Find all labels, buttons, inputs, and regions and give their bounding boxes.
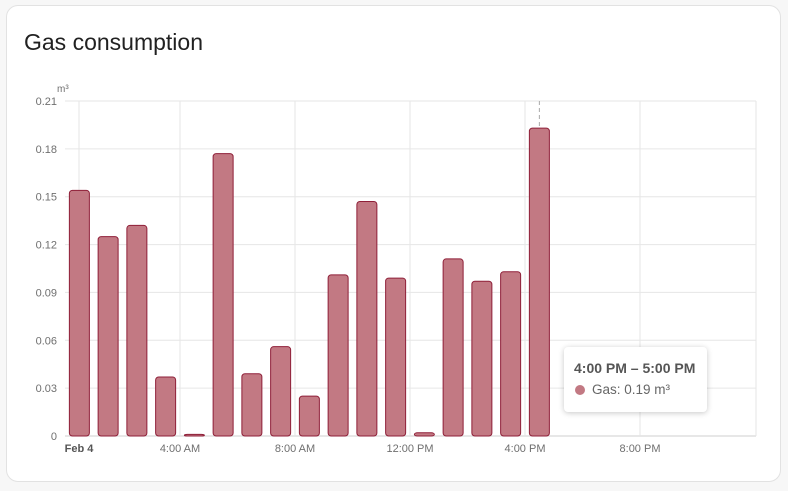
y-tick-label: 0.09 <box>36 287 57 299</box>
y-tick-label: 0 <box>51 431 57 443</box>
bar-gas-hour-0 <box>68 189 90 437</box>
tooltip-title: 4:00 PM – 5:00 PM <box>574 360 696 376</box>
x-tick-label: 8:00 PM <box>620 443 661 455</box>
series-color-dot <box>575 385 585 395</box>
bar-gas-hour-14 <box>471 280 493 437</box>
y-tick-label: 0.18 <box>36 144 57 156</box>
x-tick-label: 8:00 AM <box>275 443 315 455</box>
bar-gas-hour-10 <box>356 201 378 437</box>
bar-gas-hour-2 <box>126 224 148 437</box>
bar-gas-hour-15 <box>500 271 522 437</box>
tooltip-row: Gas: 0.19 m³ <box>574 382 697 398</box>
bar-gas-hour-16 <box>528 127 550 437</box>
card-title: Gas consumption <box>24 29 203 55</box>
bar-gas-hour-9 <box>327 274 349 437</box>
bar-gas-hour-1 <box>97 236 119 437</box>
x-tick-label: 4:00 AM <box>160 443 200 455</box>
x-tick-label: 4:00 PM <box>505 443 546 455</box>
x-tick-label: 12:00 PM <box>386 443 433 455</box>
bar-gas-hour-11 <box>385 277 407 437</box>
chart-tooltip: 4:00 PM – 5:00 PM Gas: 0.19 m³ <box>564 347 707 412</box>
bar-gas-hour-12 <box>413 432 435 437</box>
bar-gas-hour-13 <box>442 258 464 437</box>
bar-gas-hour-5 <box>212 153 234 437</box>
y-tick-label: 0.21 <box>36 96 57 108</box>
bar-gas-hour-7 <box>270 346 292 437</box>
y-tick-label: 0.06 <box>36 335 57 347</box>
y-tick-label: 0.15 <box>36 192 57 204</box>
bar-gas-hour-3 <box>155 376 177 437</box>
y-unit-label: m³ <box>57 84 69 95</box>
bar-gas-hour-4 <box>183 433 205 437</box>
bar-gas-hour-8 <box>298 395 320 437</box>
x-tick-label: Feb 4 <box>65 443 95 455</box>
y-tick-label: 0.12 <box>36 240 57 252</box>
y-tick-label: 0.03 <box>36 383 57 395</box>
tooltip-value: Gas: 0.19 m³ <box>592 382 671 397</box>
bar-gas-hour-6 <box>241 373 263 437</box>
